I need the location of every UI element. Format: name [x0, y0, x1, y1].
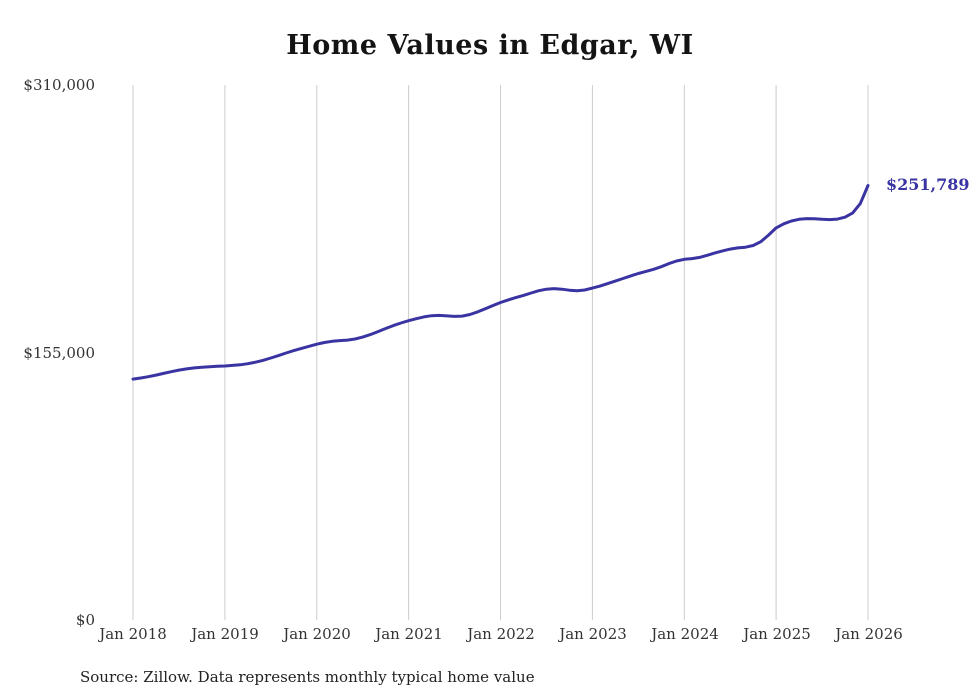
x-axis: Jan 2018 Jan 2019 Jan 2020 Jan 2021 Jan … — [87, 625, 915, 643]
end-value-label: $251,789 — [886, 175, 970, 195]
x-axis-tick-jan-2023: Jan 2023 — [559, 625, 627, 643]
y-axis-tick-0: $0 — [75, 611, 95, 629]
source-note: Source: Zillow. Data represents monthly … — [80, 668, 535, 686]
x-axis-tick-jan-2018: Jan 2018 — [99, 625, 167, 643]
x-axis-tick-jan-2026: Jan 2026 — [835, 625, 903, 643]
x-axis-tick-jan-2025: Jan 2025 — [743, 625, 811, 643]
x-axis-tick-jan-2024: Jan 2024 — [651, 625, 719, 643]
y-axis-tick-155000: $155,000 — [23, 343, 95, 362]
x-axis-tick-jan-2020: Jan 2020 — [283, 625, 351, 643]
y-axis-tick-310000: $310,000 — [23, 76, 95, 94]
value-line — [131, 184, 870, 381]
x-axis-tick-jan-2022: Jan 2022 — [467, 625, 535, 643]
x-axis-tick-jan-2019: Jan 2019 — [191, 625, 259, 643]
x-axis-tick-jan-2021: Jan 2021 — [375, 625, 443, 643]
chart-title: Home Values in Edgar, WI — [286, 30, 694, 61]
